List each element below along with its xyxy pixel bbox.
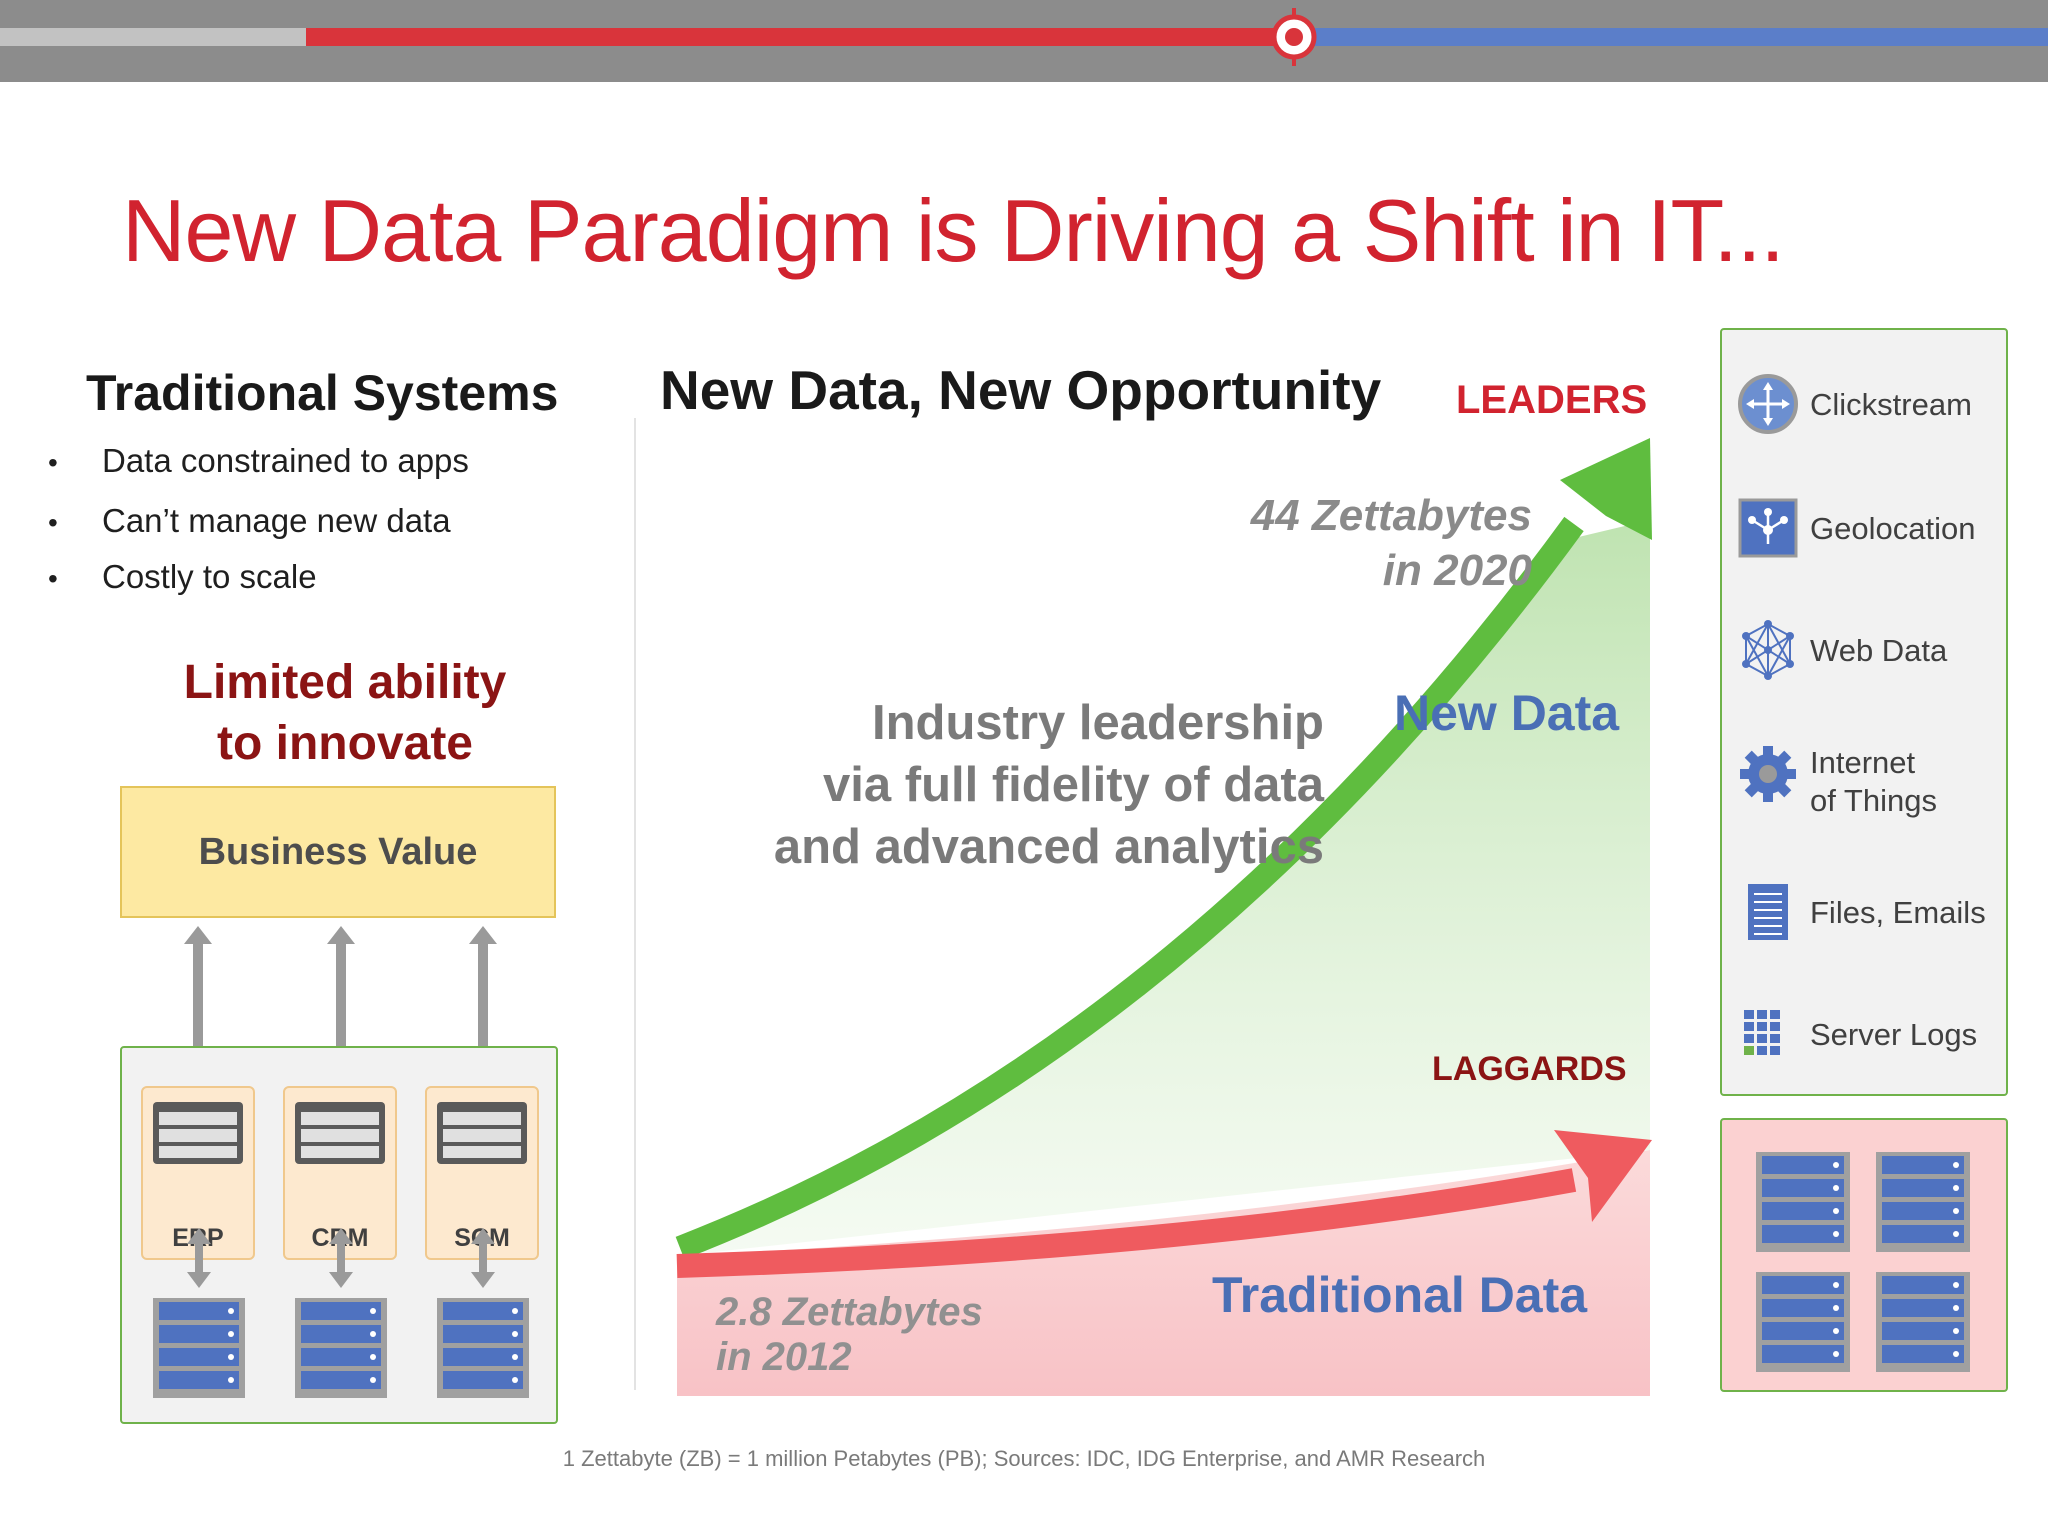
server-cluster [1756, 1152, 1970, 1372]
traditional-data-arrowhead [1554, 1130, 1652, 1222]
progress-segment-blue [1294, 28, 2048, 46]
traditional-systems-heading: Traditional Systems [86, 365, 559, 421]
new-data-label: New Data [1394, 685, 1620, 741]
app-arrows [184, 926, 497, 1074]
business-value-box: Business Value [120, 786, 556, 918]
slide-title: New Data Paradigm is Driving a Shift in … [122, 181, 1785, 280]
progress-segment-red [306, 28, 1294, 46]
new-data-arrowhead [1560, 438, 1652, 540]
storage-server-icon [1756, 1272, 1850, 1372]
new-data-area [677, 520, 1650, 1256]
app-erp: ERP [141, 1086, 255, 1260]
source-label-server-logs: Server Logs [1810, 1017, 1978, 1052]
zettabytes-2012-label: 2.8 Zettabytes in 2012 [716, 1290, 983, 1379]
app-storage-links [153, 1228, 529, 1398]
up-arrow-icon [469, 926, 497, 1074]
new-opportunity-heading: New Data, New Opportunity [660, 359, 1382, 421]
storage-server-icon [153, 1298, 245, 1398]
data-sources-panel [1720, 328, 2008, 1096]
document-icon [1748, 884, 1788, 940]
storage-server-icon [295, 1298, 387, 1398]
progress-track [0, 8, 2048, 66]
limited-ability-text: Limited ability to innovate [183, 656, 507, 770]
progress-segment-gray [0, 28, 306, 46]
double-arrow-icon [329, 1228, 353, 1288]
server-rack-icon [437, 1102, 527, 1164]
web-data-icon [1742, 620, 1794, 680]
storage-server-icon [1876, 1152, 1970, 1252]
up-arrow-icon [184, 926, 212, 1074]
source-label-files-emails: Files, Emails [1810, 895, 1986, 930]
bullet-item: • Costly to scale [48, 558, 317, 595]
gear-icon [1740, 746, 1796, 802]
laggards-label: LAGGARDS [1432, 1050, 1627, 1088]
geolocation-icon [1738, 498, 1798, 558]
traditional-data-arrow [676, 1168, 1577, 1278]
storage-server-icon [1756, 1152, 1850, 1252]
leaders-label: LEADERS [1456, 378, 1648, 422]
source-label-web-data: Web Data [1810, 633, 1948, 668]
source-label-iot: Internet of Things [1810, 745, 1937, 818]
bullet-item: • Can’t manage new data [48, 502, 451, 539]
industry-leadership-text: Industry leadership via full fidelity of… [773, 696, 1324, 874]
double-arrow-icon [187, 1228, 211, 1288]
storage-server-icon [437, 1298, 529, 1398]
panel-divider [634, 418, 636, 1390]
up-arrow-icon [327, 926, 355, 1074]
clickstream-icon [1738, 374, 1798, 434]
target-icon [1271, 8, 1317, 66]
bullet-item: • Data constrained to apps [48, 442, 469, 479]
new-data-arrow [675, 516, 1584, 1260]
source-label-geolocation: Geolocation [1810, 511, 1976, 546]
double-arrow-icon [471, 1228, 495, 1288]
server-rack-icon [295, 1102, 385, 1164]
storage-server-icon [1876, 1272, 1970, 1372]
footnote: 1 Zettabyte (ZB) = 1 million Petabytes (… [562, 1446, 1486, 1471]
source-label-clickstream: Clickstream [1810, 387, 1972, 422]
top-bar [0, 0, 2048, 82]
traditional-data-label: Traditional Data [1212, 1267, 1588, 1323]
zettabytes-2020-label: 44 Zettabytes in 2020 [1250, 491, 1532, 595]
server-rack-icon [153, 1102, 243, 1164]
grid-icon [1744, 1010, 1780, 1055]
